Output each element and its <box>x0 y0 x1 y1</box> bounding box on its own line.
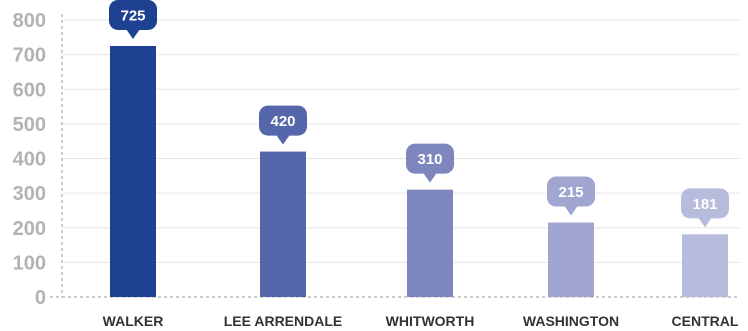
data-label: 310 <box>417 151 442 168</box>
y-tick-label: 500 <box>13 114 46 136</box>
data-label-bubble: 310 <box>406 144 454 183</box>
bar-whitworth <box>407 190 453 297</box>
y-tick-label: 400 <box>13 149 46 171</box>
data-label: 181 <box>692 196 717 213</box>
data-label-bubble: 215 <box>547 177 595 216</box>
bubble-tail <box>698 217 712 227</box>
y-tick-label: 300 <box>13 183 46 205</box>
bubble-tail <box>276 135 290 145</box>
bubble-tail <box>126 29 140 39</box>
x-category-label: CENTRAL <box>672 313 739 329</box>
category-labels: WALKER LEE ARRENDALE WHITWORTH WASHINGTON CE… <box>103 313 739 329</box>
bar-washington <box>548 223 594 297</box>
bubble-tail <box>564 206 578 216</box>
data-label: 420 <box>270 113 295 130</box>
data-label: 215 <box>558 184 583 201</box>
data-label: 725 <box>120 7 145 24</box>
y-tick-label: 600 <box>13 79 46 101</box>
grid-lines <box>62 20 740 262</box>
bar-walker <box>110 46 156 297</box>
y-axis: 0 100 200 300 400 500 600 700 800 <box>13 10 62 309</box>
x-category-label: WHITWORTH <box>386 313 475 329</box>
y-tick-label: 200 <box>13 218 46 240</box>
data-label-bubble: 420 <box>259 106 307 145</box>
y-tick-label: 100 <box>13 252 46 274</box>
x-category-label: WASHINGTON <box>523 313 619 329</box>
y-tick-label: 0 <box>35 287 46 309</box>
bar-lee-arrendale <box>260 152 306 297</box>
bar-central <box>682 234 728 297</box>
bubble-tail <box>423 173 437 183</box>
x-category-label: LEE ARRENDALE <box>224 313 343 329</box>
data-label-bubble: 181 <box>681 188 729 227</box>
data-label-bubble: 725 <box>109 0 157 39</box>
x-category-label: WALKER <box>103 313 164 329</box>
y-tick-label: 700 <box>13 45 46 67</box>
y-tick-label: 800 <box>13 10 46 32</box>
